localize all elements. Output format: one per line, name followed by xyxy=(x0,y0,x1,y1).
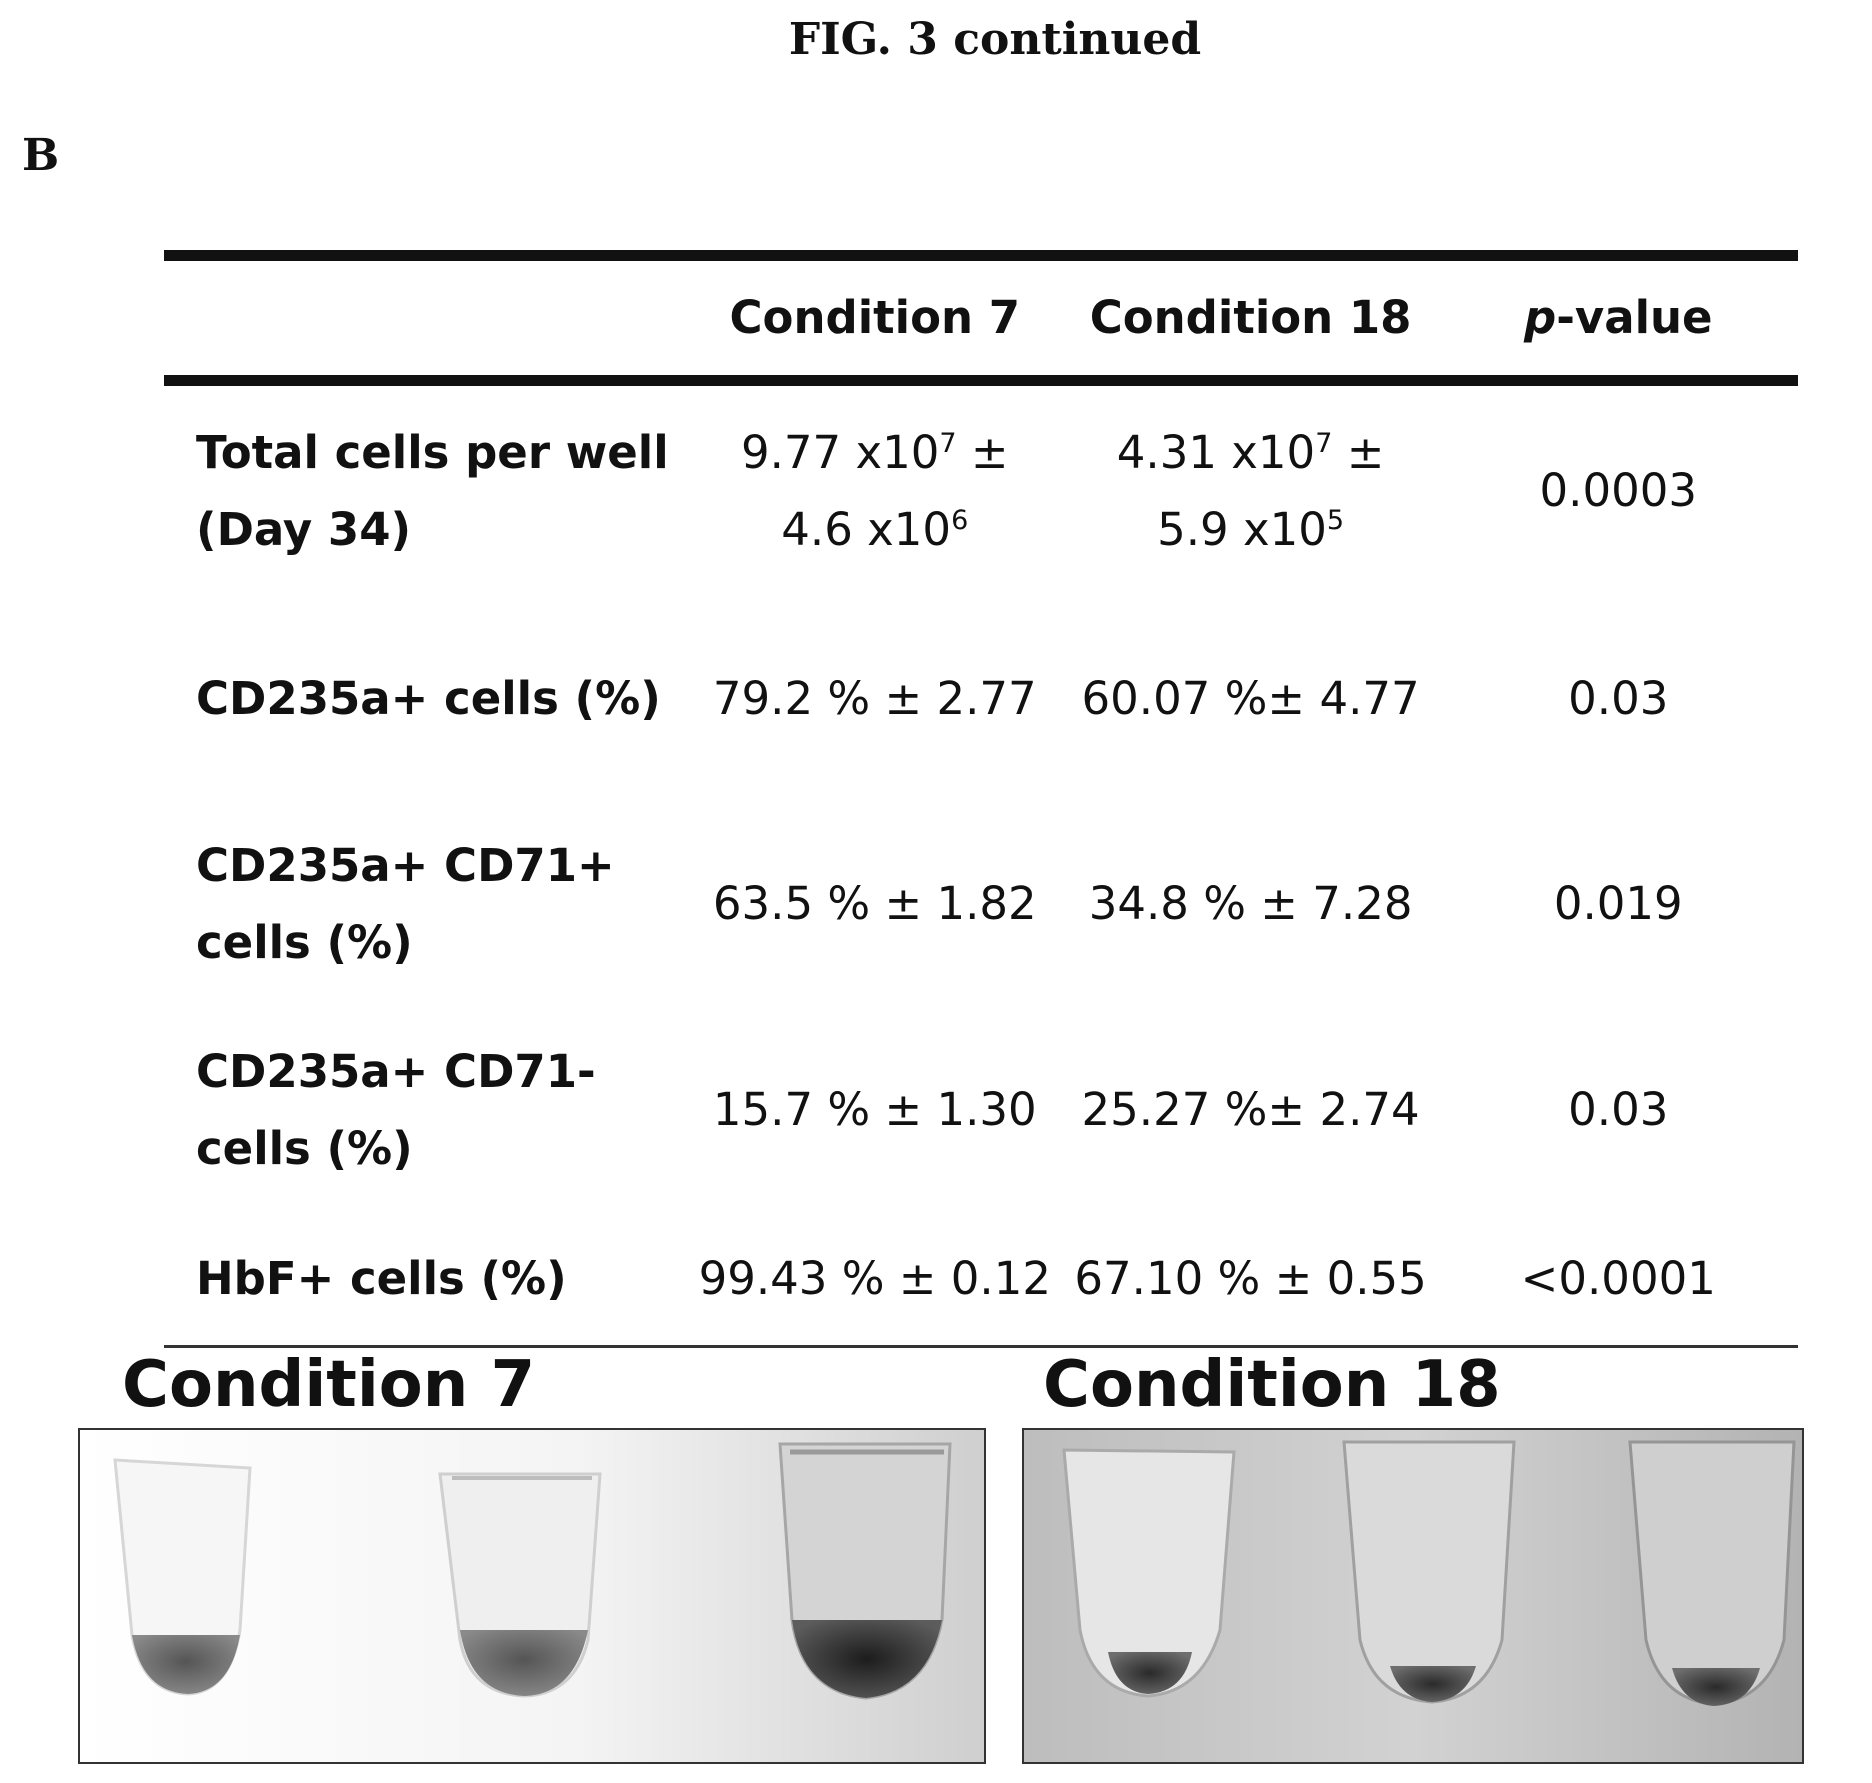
cell-hbf-condition-18: 67.10 % ± 0.55 xyxy=(1074,1252,1427,1306)
cell-total-p-value: 0.0003 xyxy=(1539,464,1697,518)
photo-condition-18 xyxy=(1022,1428,1804,1764)
header-p-rest: -value xyxy=(1556,291,1713,345)
total-c7-sup1: 7 xyxy=(939,427,957,459)
table-header-rule xyxy=(164,375,1798,386)
table-bottom-rule xyxy=(164,1345,1798,1348)
total-c7-sup2: 6 xyxy=(951,505,969,536)
table-row: CD235a+ cells (%) 79.2 % ± 2.77 60.07 %±… xyxy=(164,596,1798,801)
header-p-italic: p xyxy=(1523,291,1557,345)
total-c7-tail1: ± xyxy=(956,425,1009,479)
cell-cd71-pos-condition-7: 63.5 % ± 1.82 xyxy=(712,877,1037,931)
cell-hbf-condition-7: 99.43 % ± 0.12 xyxy=(698,1252,1051,1306)
row-label-cd235a-cd71-pos: CD235a+ CD71+ cells (%) xyxy=(196,838,615,969)
tube-photo-condition-18 xyxy=(1024,1430,1802,1762)
row-label-total-cells: Total cells per well (Day 34) xyxy=(196,425,669,556)
cell-total-condition-18: 4.31 x107 ± 5.9 x105 xyxy=(1063,414,1439,569)
cell-cd71-neg-condition-7: 15.7 % ± 1.30 xyxy=(712,1083,1037,1137)
cell-cd71-neg-condition-18: 25.27 %± 2.74 xyxy=(1081,1083,1420,1137)
total-c18-sup1: 7 xyxy=(1315,427,1333,459)
row-label-cd235a: CD235a+ cells (%) xyxy=(196,671,661,725)
results-table: Condition 7 Condition 18 p-value Total c… xyxy=(164,250,1798,1348)
total-c7-line2: 4.6 x10 xyxy=(781,503,952,556)
cell-total-condition-7: 9.77 x107 ± 4.6 x106 xyxy=(687,414,1063,569)
cell-cd235a-condition-7: 79.2 % ± 2.77 xyxy=(712,671,1037,725)
caption-condition-18: Condition 18 xyxy=(1043,1348,1501,1422)
header-condition-7: Condition 7 xyxy=(729,291,1021,345)
cell-cd71-pos-condition-18: 34.8 % ± 7.28 xyxy=(1088,877,1413,931)
table-row: CD235a+ CD71- cells (%) 15.7 % ± 1.30 25… xyxy=(164,1007,1798,1213)
photo-condition-7 xyxy=(78,1428,986,1764)
panel-label: B xyxy=(22,130,60,181)
total-c18-line2: 5.9 x10 xyxy=(1157,503,1327,556)
table-row: HbF+ cells (%) 99.43 % ± 0.12 67.10 % ± … xyxy=(164,1213,1798,1345)
header-condition-18: Condition 18 xyxy=(1089,291,1412,345)
total-c7-line1: 9.77 x10 xyxy=(740,425,940,479)
cell-hbf-p-value: <0.0001 xyxy=(1520,1252,1716,1306)
cell-cd235a-condition-18: 60.07 %± 4.77 xyxy=(1081,671,1420,725)
row-label-cd235a-cd71-neg: CD235a+ CD71- cells (%) xyxy=(196,1044,596,1175)
cell-cd71-pos-p-value: 0.019 xyxy=(1553,877,1683,931)
caption-condition-7: Condition 7 xyxy=(122,1348,536,1422)
cell-cd71-neg-p-value: 0.03 xyxy=(1568,1083,1669,1137)
table-header-row: Condition 7 Condition 18 p-value xyxy=(164,261,1798,375)
tube-photo-condition-7 xyxy=(80,1430,984,1762)
figure-title: FIG. 3 continued xyxy=(788,14,1202,65)
total-c18-line1: 4.31 x10 xyxy=(1116,425,1316,479)
table-row: Total cells per well (Day 34) 9.77 x107 … xyxy=(164,386,1798,596)
header-p-value: p-value xyxy=(1439,279,1798,356)
table-top-rule xyxy=(164,250,1798,261)
cell-cd235a-p-value: 0.03 xyxy=(1568,671,1669,725)
total-c18-sup2: 5 xyxy=(1326,505,1345,536)
total-c18-tail1: ± xyxy=(1332,425,1385,479)
table-row: CD235a+ CD71+ cells (%) 63.5 % ± 1.82 34… xyxy=(164,801,1798,1007)
row-label-hbf: HbF+ cells (%) xyxy=(196,1252,567,1306)
